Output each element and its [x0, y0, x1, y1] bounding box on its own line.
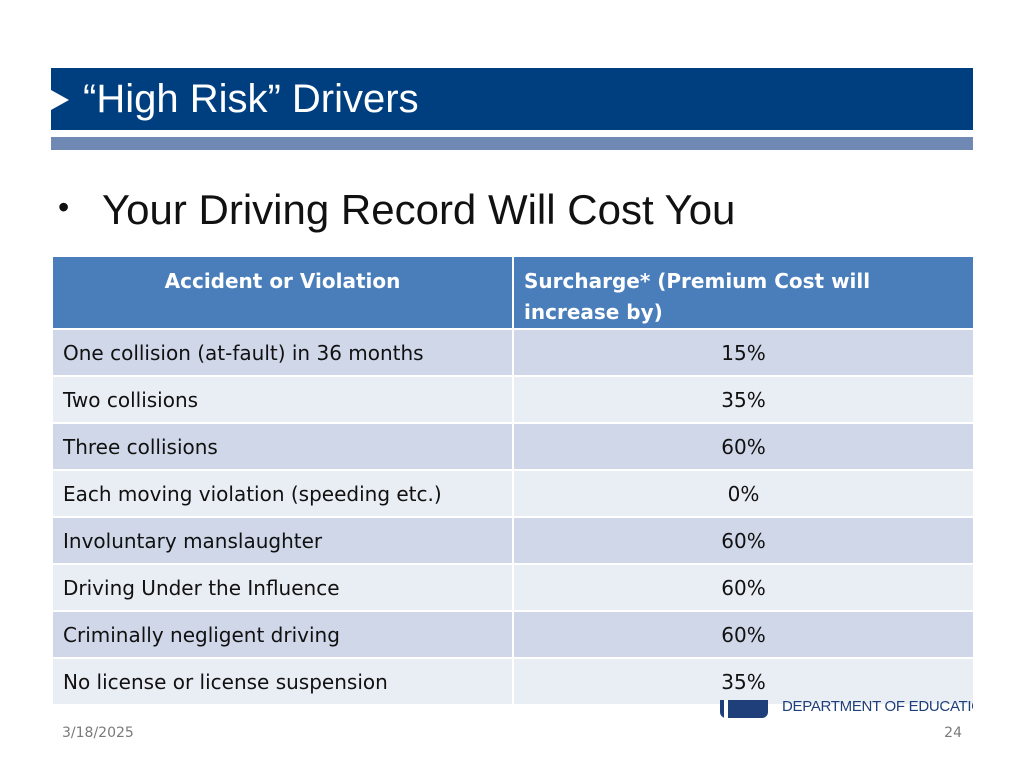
violation-cell: Each moving violation (speeding etc.) [51, 469, 514, 518]
surcharge-cell: 60% [512, 422, 975, 471]
violation-cell: Driving Under the Influence [51, 563, 514, 612]
surcharge-cell: 60% [512, 610, 975, 659]
title-arrow-icon [51, 90, 69, 110]
violation-cell: Involuntary manslaughter [51, 516, 514, 565]
department-logo: DEPARTMENT OF EDUCATION [720, 700, 973, 720]
table-row: Criminally negligent driving 60% [51, 610, 975, 659]
surcharge-cell: 0% [512, 469, 975, 518]
surcharge-cell: 60% [512, 516, 975, 565]
violation-cell: Two collisions [51, 375, 514, 424]
violation-cell: No license or license suspension [51, 657, 514, 706]
title-bar: “High Risk” Drivers [51, 68, 973, 130]
violation-cell: Three collisions [51, 422, 514, 471]
violation-cell: One collision (at-fault) in 36 months [51, 328, 514, 377]
surcharge-table: Accident or Violation Surcharge* (Premiu… [51, 255, 975, 706]
table-row: Each moving violation (speeding etc.) 0% [51, 469, 975, 518]
table-row: One collision (at-fault) in 36 months 15… [51, 328, 975, 377]
bullet-text: Your Driving Record Will Cost You [102, 186, 736, 233]
surcharge-cell: 35% [512, 657, 975, 706]
surcharge-cell: 15% [512, 328, 975, 377]
table-row: No license or license suspension 35% [51, 657, 975, 706]
table-header-row: Accident or Violation Surcharge* (Premiu… [51, 255, 975, 330]
footer-date: 3/18/2025 [62, 725, 134, 741]
bullet-point: • Your Driving Record Will Cost You [58, 186, 735, 242]
surcharge-table-wrapper: Accident or Violation Surcharge* (Premiu… [51, 255, 975, 706]
column-header-violation: Accident or Violation [51, 255, 514, 330]
logo-mark-icon [720, 700, 768, 718]
column-header-surcharge: Surcharge* (Premium Cost will increase b… [512, 255, 975, 330]
table-row: Two collisions 35% [51, 375, 975, 424]
table-row: Driving Under the Influence 60% [51, 563, 975, 612]
page-number: 24 [944, 725, 962, 741]
surcharge-cell: 35% [512, 375, 975, 424]
bullet-dot-icon: • [58, 189, 70, 225]
violation-cell: Criminally negligent driving [51, 610, 514, 659]
table-row: Involuntary manslaughter 60% [51, 516, 975, 565]
title-underline-bar [51, 137, 973, 150]
logo-text: DEPARTMENT OF EDUCATION [782, 700, 973, 715]
table-row: Three collisions 60% [51, 422, 975, 471]
surcharge-cell: 60% [512, 563, 975, 612]
slide-title: “High Risk” Drivers [83, 77, 419, 121]
